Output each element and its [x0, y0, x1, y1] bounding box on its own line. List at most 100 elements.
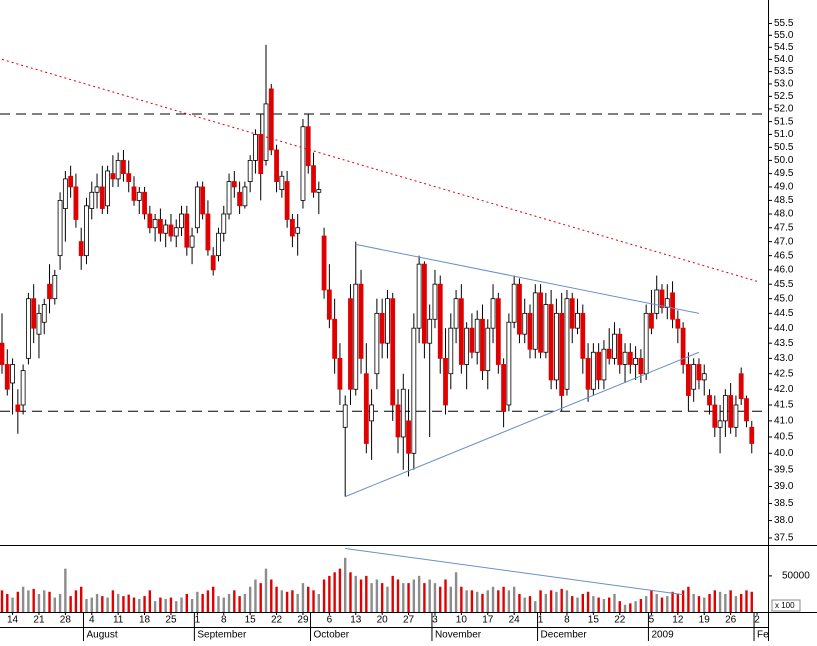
volume-bar [528, 596, 532, 612]
volume-bar [227, 593, 231, 612]
date-label: 25 [165, 615, 177, 626]
volume-bar [101, 596, 104, 612]
volume-bar [576, 597, 579, 612]
candle-body [157, 219, 163, 234]
candle-body [522, 312, 528, 335]
volume-bar [555, 591, 558, 612]
volume-bar [43, 590, 46, 612]
candle-body [326, 289, 332, 320]
volume-bar [153, 601, 157, 612]
y-tick-label: 38.0 [774, 515, 794, 526]
candle-body [443, 357, 448, 406]
volume-bar [238, 596, 241, 612]
volume-bar [159, 597, 162, 612]
volume-bar [85, 599, 88, 612]
volume-bar [175, 601, 178, 612]
y-tick-label: 41.5 [774, 400, 794, 411]
y-tick-label: 43.5 [774, 338, 794, 349]
candle-body [722, 395, 728, 422]
candle-body [121, 160, 126, 174]
volume-bar [6, 593, 9, 612]
candle-body [395, 404, 401, 438]
candle-body [717, 420, 723, 428]
volume-bar [539, 590, 542, 612]
volume-bar [21, 586, 25, 612]
candle-body [189, 235, 195, 248]
volume-bar [507, 590, 511, 612]
candle-body [432, 283, 438, 320]
volume-bar [380, 583, 384, 612]
volume-bar [481, 593, 484, 612]
volume-tick-label: 50000 [782, 571, 810, 582]
candle-body [643, 312, 649, 375]
volume-bar [740, 593, 743, 612]
candle-body [152, 219, 158, 229]
y-tick-label: 40.0 [774, 448, 794, 459]
candle-body [36, 312, 42, 335]
trendline [355, 243, 700, 314]
candle-body [638, 357, 644, 375]
volume-bar [212, 586, 215, 612]
candle-body [353, 283, 359, 390]
volume-bar [222, 597, 225, 612]
candle-body [532, 292, 538, 350]
volume-bar [396, 579, 400, 612]
candle-body [321, 235, 327, 291]
candle-body [41, 304, 47, 323]
candle-body [136, 191, 142, 201]
candle-body [527, 312, 533, 350]
volume-bar [623, 604, 627, 612]
month-label: October [314, 630, 350, 641]
y-tick-label: 42.0 [774, 384, 794, 395]
volume-bar [449, 586, 452, 612]
volume-bar [697, 596, 701, 612]
y-tick-label: 49.0 [774, 182, 794, 193]
y-tick-label: 46.0 [774, 264, 794, 275]
volume-bar [169, 597, 173, 612]
candle-body [617, 333, 623, 365]
candle-body [633, 357, 638, 365]
date-label: 15 [588, 615, 600, 626]
volume-bar [634, 601, 637, 612]
candle-body [279, 175, 285, 191]
volume-bar [233, 590, 236, 612]
candle-body [226, 181, 232, 215]
candle-body [511, 283, 517, 323]
volume-bar [106, 597, 109, 612]
volume-bar [264, 568, 268, 612]
volume-bar [745, 590, 748, 612]
volume-bar [296, 593, 299, 612]
candle-body [580, 312, 586, 359]
candle-body [506, 321, 512, 406]
volume-bar [544, 593, 548, 612]
volume-bar [718, 591, 722, 612]
volume-bar [80, 586, 83, 612]
volume-bar [333, 572, 336, 612]
candle-body [363, 373, 369, 444]
candle-body [490, 298, 496, 329]
volume-bar [470, 590, 474, 612]
volume-bar [37, 593, 41, 612]
volume-bar [375, 579, 379, 612]
volume-bar [32, 588, 35, 612]
candle-body [84, 205, 89, 257]
y-tick-label: 54.5 [774, 42, 794, 53]
date-label: 21 [33, 615, 45, 626]
volume-bar [58, 593, 62, 612]
volume-bar [650, 590, 653, 612]
candle-body [142, 191, 147, 215]
candle-body [374, 312, 380, 375]
candle-body [427, 318, 433, 344]
volume-bar [629, 603, 632, 612]
y-tick-label: 47.5 [774, 222, 794, 233]
y-tick-label: 52.0 [774, 104, 794, 115]
candle-body [258, 134, 264, 174]
volume-bar [322, 579, 326, 612]
y-tick-label: 44.5 [774, 308, 794, 319]
date-label: 8 [564, 615, 570, 626]
volume-bar [729, 590, 732, 612]
volume-bar [713, 590, 716, 612]
date-label: 29 [297, 615, 309, 626]
candle-body [369, 404, 375, 422]
